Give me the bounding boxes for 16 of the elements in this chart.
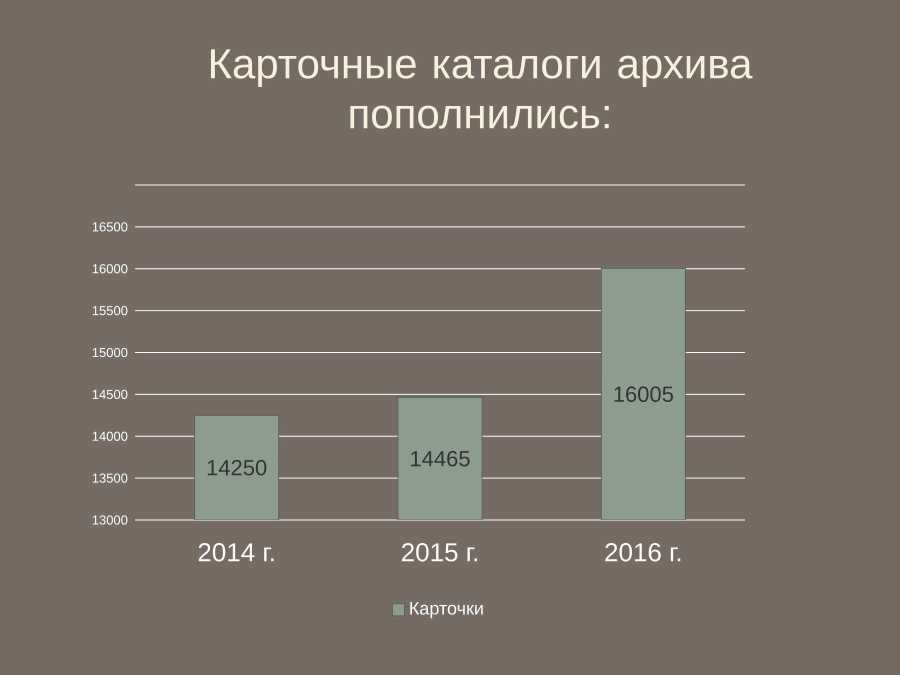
x-tick-label: 2014 г. [198, 543, 274, 562]
y-tick-label: 14500 [92, 390, 128, 399]
y-tick-label: 14000 [92, 432, 128, 441]
y-tick-label: 16000 [92, 264, 128, 274]
x-tick-label: 2016 г. [605, 543, 680, 562]
data-label: 16005 [614, 386, 673, 402]
y-tick-label: 13000 [92, 515, 128, 525]
y-tick-label: 15500 [92, 306, 128, 316]
chart-title: Карточные каталоги архива пополнились: [210, 49, 752, 129]
y-tick-label: 13500 [92, 474, 128, 483]
data-label: 14250 [208, 460, 266, 476]
data-label: 14465 [411, 450, 470, 466]
y-tick-label: 16500 [92, 222, 128, 232]
x-tick-label: 2015 г. [402, 543, 477, 562]
y-tick-label: 15000 [92, 348, 128, 358]
legend-label: Карточки [410, 602, 483, 618]
